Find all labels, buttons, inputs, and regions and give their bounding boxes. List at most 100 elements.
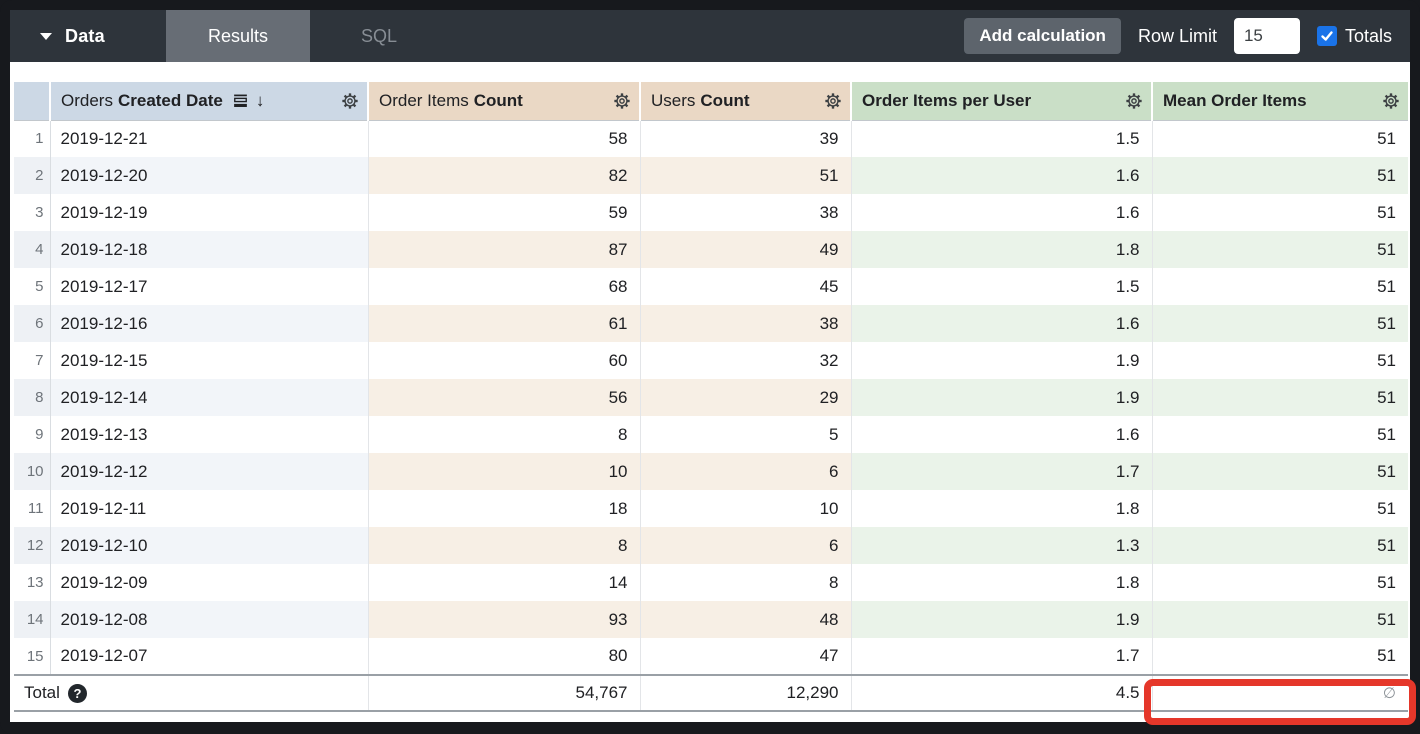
- gear-icon[interactable]: [613, 92, 631, 110]
- cell-oic[interactable]: 59: [368, 194, 641, 231]
- cell-uc[interactable]: 29: [640, 379, 852, 416]
- cell-uc[interactable]: 8: [640, 564, 852, 601]
- cell-uc[interactable]: 51: [640, 157, 852, 194]
- cell-oipu[interactable]: 1.3: [851, 527, 1153, 564]
- table-header-row: Orders Created Date ↓ Order Items Count Users…: [14, 82, 1408, 121]
- cell-oipu[interactable]: 1.6: [851, 305, 1153, 342]
- cell-date[interactable]: 2019-12-08: [50, 601, 369, 638]
- row-limit-input[interactable]: [1233, 18, 1300, 54]
- cell-oic[interactable]: 58: [368, 120, 641, 157]
- cell-date[interactable]: 2019-12-16: [50, 305, 369, 342]
- sort-desc-arrow-icon[interactable]: ↓: [255, 90, 265, 110]
- cell-moi[interactable]: 51: [1377, 350, 1396, 370]
- tab-sql[interactable]: SQL: [310, 10, 448, 62]
- column-header-oic[interactable]: Order Items Count: [368, 82, 641, 121]
- cell-uc[interactable]: 6: [640, 453, 852, 490]
- cell-oipu[interactable]: 1.6: [851, 194, 1153, 231]
- cell-oic[interactable]: 68: [368, 268, 641, 305]
- cell-moi[interactable]: 51: [1377, 424, 1396, 444]
- cell-oic[interactable]: 8: [368, 527, 641, 564]
- cell-oic[interactable]: 60: [368, 342, 641, 379]
- cell-oic[interactable]: 18: [368, 490, 641, 527]
- column-header-uc[interactable]: Users Count: [640, 82, 852, 121]
- cell-date[interactable]: 2019-12-12: [50, 453, 369, 490]
- cell-moi[interactable]: 51: [1152, 231, 1408, 268]
- cell-date[interactable]: 2019-12-20: [50, 157, 369, 194]
- cell-oic[interactable]: 61: [368, 305, 641, 342]
- cell-oic[interactable]: 80: [368, 638, 641, 675]
- cell-moi[interactable]: 51: [1152, 157, 1408, 194]
- cell-oic[interactable]: 14: [368, 564, 641, 601]
- cell-oipu[interactable]: 1.7: [851, 638, 1153, 675]
- cell-date[interactable]: 2019-12-18: [50, 231, 369, 268]
- data-section-toggle[interactable]: Data: [10, 10, 166, 62]
- cell-uc[interactable]: 49: [640, 231, 852, 268]
- cell-uc[interactable]: 48: [640, 601, 852, 638]
- cell-moi[interactable]: 51: [1377, 276, 1396, 296]
- cell-moi[interactable]: 51: [1377, 202, 1396, 222]
- cell-date[interactable]: 2019-12-11: [50, 490, 369, 527]
- cell-moi[interactable]: 51: [1152, 527, 1408, 564]
- cell-moi[interactable]: 51: [1377, 498, 1396, 518]
- total-cell-oipu[interactable]: 4.5: [851, 674, 1153, 712]
- cell-uc[interactable]: 38: [640, 305, 852, 342]
- cell-oipu[interactable]: 1.7: [851, 453, 1153, 490]
- cell-uc[interactable]: 5: [640, 416, 852, 453]
- cell-moi[interactable]: 51: [1377, 646, 1396, 665]
- gear-icon[interactable]: [341, 92, 359, 110]
- cell-oic[interactable]: 10: [368, 453, 641, 490]
- cell-uc[interactable]: 6: [640, 527, 852, 564]
- cell-oipu[interactable]: 1.5: [851, 120, 1153, 157]
- cell-date[interactable]: 2019-12-07: [50, 638, 369, 675]
- help-icon[interactable]: ?: [67, 683, 87, 703]
- column-header-moi[interactable]: Mean Order Items: [1152, 82, 1408, 121]
- total-cell-oic[interactable]: 54,767: [368, 674, 641, 712]
- cell-oipu[interactable]: 1.8: [851, 231, 1153, 268]
- gear-icon[interactable]: [1125, 92, 1143, 110]
- cell-moi[interactable]: 51: [1377, 128, 1396, 148]
- add-calculation-button[interactable]: Add calculation: [964, 18, 1121, 54]
- cell-oic[interactable]: 93: [368, 601, 641, 638]
- tab-results[interactable]: Results: [166, 10, 310, 62]
- cell-moi[interactable]: 51: [1152, 601, 1408, 638]
- cell-oipu[interactable]: 1.5: [851, 268, 1153, 305]
- total-cell-moi[interactable]: ∅: [1152, 674, 1408, 712]
- total-cell-uc[interactable]: 12,290: [640, 674, 852, 712]
- cell-moi[interactable]: 51: [1152, 379, 1408, 416]
- cell-oipu[interactable]: 1.8: [851, 490, 1153, 527]
- cell-oic[interactable]: 82: [368, 157, 641, 194]
- gear-icon[interactable]: [824, 92, 842, 110]
- cell-date[interactable]: 2019-12-14: [50, 379, 369, 416]
- cell-moi[interactable]: 51: [1152, 305, 1408, 342]
- cell-oic[interactable]: 8: [368, 416, 641, 453]
- cell-date[interactable]: 2019-12-15: [50, 342, 369, 379]
- column-header-oipu[interactable]: Order Items per User: [851, 82, 1153, 121]
- cell-moi[interactable]: 51: [1152, 453, 1408, 490]
- totals-checkbox[interactable]: [1316, 26, 1337, 46]
- cell-oipu[interactable]: 1.6: [851, 157, 1153, 194]
- cell-oipu[interactable]: 1.9: [851, 601, 1153, 638]
- cell-oic[interactable]: 56: [368, 379, 641, 416]
- cell-uc[interactable]: 10: [640, 490, 852, 527]
- cell-uc[interactable]: 47: [640, 638, 852, 675]
- data-section-label: Data: [65, 25, 105, 46]
- gear-icon[interactable]: [1382, 92, 1400, 110]
- cell-date[interactable]: 2019-12-09: [50, 564, 369, 601]
- cell-date[interactable]: 2019-12-13: [50, 416, 369, 453]
- column-header-date[interactable]: Orders Created Date ↓: [50, 82, 369, 121]
- cell-oipu[interactable]: 1.9: [851, 342, 1153, 379]
- cell-oipu[interactable]: 1.8: [851, 564, 1153, 601]
- cell-uc[interactable]: 45: [640, 268, 852, 305]
- cell-date[interactable]: 2019-12-17: [50, 268, 369, 305]
- cell-date[interactable]: 2019-12-19: [50, 194, 369, 231]
- cell-oipu[interactable]: 1.9: [851, 379, 1153, 416]
- cell-uc[interactable]: 38: [640, 194, 852, 231]
- cell-oic[interactable]: 87: [368, 231, 641, 268]
- cell-date[interactable]: 2019-12-21: [50, 120, 369, 157]
- cell-uc[interactable]: 39: [640, 120, 852, 157]
- cell-uc[interactable]: 32: [640, 342, 852, 379]
- cell-moi[interactable]: 51: [1377, 572, 1396, 592]
- cell-oipu[interactable]: 1.6: [851, 416, 1153, 453]
- total-label: Total: [24, 683, 60, 702]
- cell-date[interactable]: 2019-12-10: [50, 527, 369, 564]
